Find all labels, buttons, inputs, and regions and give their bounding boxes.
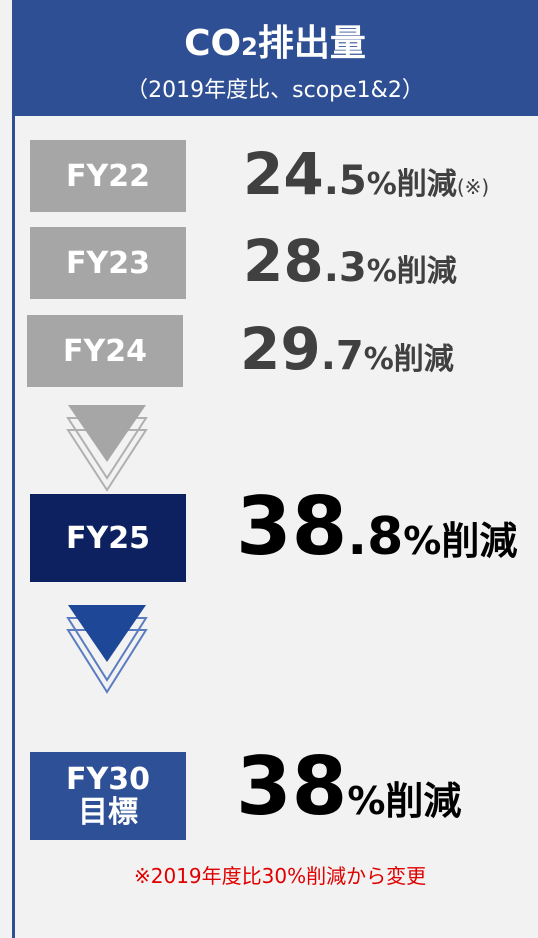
label: FY22	[66, 158, 150, 194]
value: 24.5%削減(※)	[243, 140, 489, 208]
label: FY24	[63, 333, 147, 369]
value: 38.8%削減	[236, 480, 517, 573]
unit: %削減	[366, 254, 457, 289]
dec: .3	[323, 245, 367, 291]
label-box: FY25	[30, 494, 186, 582]
int: 38	[236, 740, 348, 833]
note: (※)	[456, 175, 490, 199]
title: CO2排出量	[12, 14, 538, 66]
int: 24	[243, 140, 324, 208]
subtitle: （2019年度比、scope1&2）	[126, 78, 424, 103]
arrow-fill	[68, 605, 146, 662]
label: FY30	[66, 762, 150, 797]
dec: .7	[320, 333, 364, 379]
unit: %削減	[347, 779, 462, 823]
value: 29.7%削減	[240, 315, 454, 383]
unit: %削減	[363, 342, 454, 377]
arrow-blue	[66, 605, 148, 694]
unit: %削減	[366, 167, 457, 202]
unit: %削減	[403, 519, 518, 563]
value: 38%削減	[236, 740, 461, 833]
int: 28	[243, 227, 324, 295]
int: 38	[236, 480, 348, 573]
title-text: CO	[184, 23, 242, 64]
value: 28.3%削減	[243, 227, 457, 295]
title-rest: 排出量	[257, 23, 366, 64]
label-box: FY24	[27, 315, 183, 387]
footnote: ※2019年度比30%削減から変更	[134, 864, 427, 888]
arrow-gray	[66, 405, 148, 492]
label-box: FY23	[30, 227, 186, 299]
int: 29	[240, 315, 321, 383]
dec: .8	[347, 507, 404, 567]
label: FY25	[66, 520, 150, 556]
left-border	[12, 0, 15, 938]
arrow-fill	[68, 405, 146, 462]
label: FY23	[66, 245, 150, 281]
title-sub: 2	[241, 33, 258, 61]
header: CO2排出量 （2019年度比、scope1&2）	[12, 0, 538, 116]
label-box: FY30 目標	[30, 752, 186, 840]
label-box: FY22	[30, 140, 186, 212]
label2: 目標	[78, 795, 138, 830]
dec: .5	[323, 158, 367, 204]
